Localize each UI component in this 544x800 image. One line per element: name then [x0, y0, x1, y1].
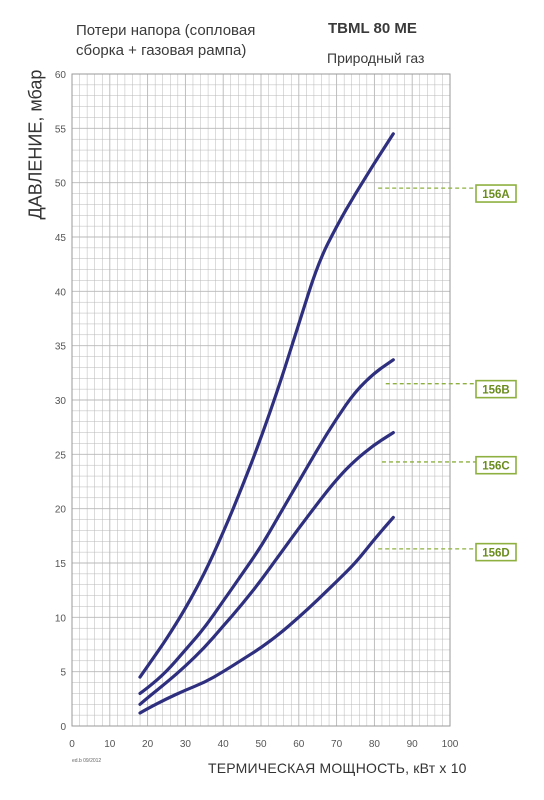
callout-label-156b: 156B	[482, 385, 510, 397]
y-tick-label: 60	[55, 70, 67, 81]
x-tick-label: 30	[180, 739, 192, 750]
callout-box-156a	[475, 184, 517, 203]
y-tick-label: 50	[55, 179, 67, 190]
edition-note: ed.b 09/2012	[72, 758, 102, 764]
series-line-156a	[138, 132, 395, 679]
y-tick-label: 55	[55, 124, 67, 135]
y-tick-label: 0	[60, 722, 66, 733]
plot-frame	[71, 73, 451, 727]
y-tick-label: 5	[60, 668, 66, 679]
series-line-156d	[138, 515, 395, 715]
x-tick-label: 80	[369, 739, 381, 750]
grid	[71, 73, 451, 727]
series-line-156b	[138, 358, 395, 695]
y-tick-label: 20	[55, 505, 67, 516]
callout-label-156d: 156D	[482, 548, 510, 560]
chart-subtitle-line2: сборка + газовая рампа)	[76, 42, 247, 59]
series	[138, 132, 395, 715]
y-tick-label: 25	[55, 450, 67, 461]
fuel-label: Природный газ	[327, 50, 425, 66]
y-tick-label: 35	[55, 342, 67, 353]
y-tick-label: 10	[55, 613, 67, 624]
x-tick-label: 50	[255, 739, 267, 750]
x-tick-label: 70	[331, 739, 343, 750]
y-tick-label: 30	[55, 396, 67, 407]
x-tick-label: 20	[142, 739, 154, 750]
model-label: TBML 80 ME	[328, 20, 417, 37]
chart-subtitle-line1: Потери напора (сопловая	[76, 22, 256, 39]
series-line-156c	[138, 431, 395, 706]
callout-label-156c: 156C	[482, 461, 510, 473]
x-tick-label: 100	[442, 739, 459, 750]
x-tick-label: 0	[69, 739, 75, 750]
x-axis-label: ТЕРМИЧЕСКАЯ МОЩНОСТЬ, кВт х 10	[208, 760, 467, 776]
x-tick-label: 60	[293, 739, 305, 750]
y-tick-label: 15	[55, 559, 67, 570]
y-tick-label: 40	[55, 287, 67, 298]
x-tick-label: 90	[407, 739, 419, 750]
callouts: 156A 156B 156C 156D	[378, 184, 517, 562]
x-tick-label: 40	[218, 739, 230, 750]
callout-box-156b	[475, 379, 517, 399]
callout-box-156c	[475, 455, 517, 475]
y-tick-label: 45	[55, 233, 67, 244]
axis-ticks: 0 10 20 30 40 50 60 70 80 90 100 0 5 10 15 20 25 30 35 40 45…	[55, 70, 459, 750]
x-tick-label: 10	[104, 739, 116, 750]
callout-label-156a: 156A	[482, 189, 510, 201]
callout-box-156d	[475, 542, 517, 562]
